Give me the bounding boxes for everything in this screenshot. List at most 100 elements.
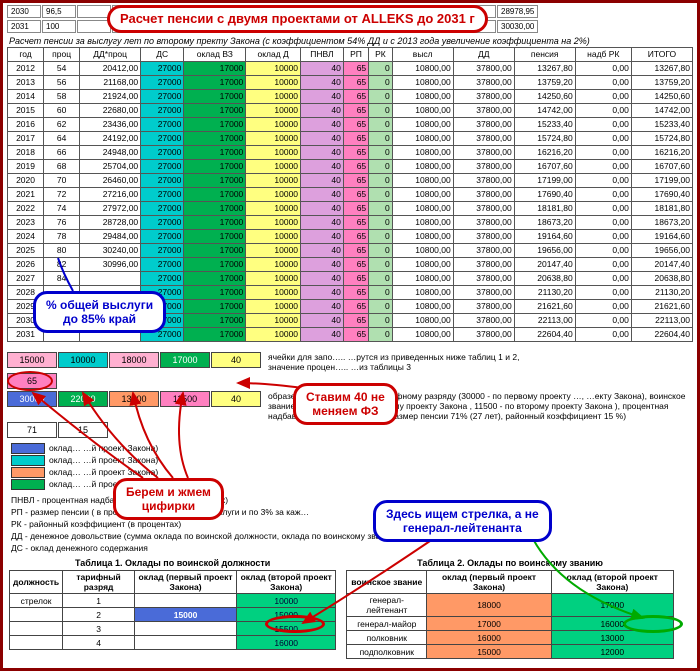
table-cell: 0,00 bbox=[575, 202, 631, 216]
table-cell[interactable] bbox=[135, 622, 237, 636]
legend-row: оклад… …й проект Закона) bbox=[11, 442, 689, 454]
table-cell: 0,00 bbox=[575, 258, 631, 272]
table-cell: 20147,40 bbox=[631, 258, 692, 272]
input-cell[interactable]: 18000 bbox=[109, 352, 159, 368]
input-cell[interactable]: 10000 bbox=[58, 352, 108, 368]
table-cell: 40 bbox=[301, 216, 344, 230]
table-cell bbox=[80, 272, 141, 286]
table-cell[interactable]: 1 bbox=[63, 594, 135, 608]
table-cell: 17199,00 bbox=[514, 174, 575, 188]
table-cell: 0 bbox=[369, 188, 393, 202]
table-cell: 27000 bbox=[141, 160, 184, 174]
table-cell: 13759,20 bbox=[514, 76, 575, 90]
table-cell: 65 bbox=[343, 76, 368, 90]
input-cell[interactable]: 40 bbox=[211, 352, 261, 368]
table-cell: 0,00 bbox=[575, 146, 631, 160]
table-cell: 17000 bbox=[184, 314, 246, 328]
input-cell[interactable]: 15000 bbox=[7, 352, 57, 368]
table-cell: 0 bbox=[369, 230, 393, 244]
table-cell: 23436,00 bbox=[80, 118, 141, 132]
table-cell[interactable]: генерал-майор bbox=[347, 617, 427, 631]
table-cell: 68 bbox=[44, 160, 80, 174]
table-row: 20135621168,002700017000100004065010800,… bbox=[8, 76, 693, 90]
oval-input-15000 bbox=[7, 371, 53, 391]
table-cell: 20147,40 bbox=[514, 258, 575, 272]
table-cell: 13759,20 bbox=[631, 76, 692, 90]
table-cell: 18181,80 bbox=[514, 202, 575, 216]
table-cell: 10000 bbox=[246, 76, 301, 90]
table-cell[interactable]: 3 bbox=[63, 622, 135, 636]
table-cell: 30240,00 bbox=[80, 244, 141, 258]
table-cell[interactable]: полковник bbox=[347, 631, 427, 645]
table-cell[interactable]: 12000 bbox=[551, 645, 673, 659]
table-cell: 13267,80 bbox=[514, 62, 575, 76]
table-cell[interactable]: подполковник bbox=[347, 645, 427, 659]
table-cell: 65 bbox=[343, 104, 368, 118]
table-cell[interactable]: 4 bbox=[63, 636, 135, 650]
table-cell: 74 bbox=[44, 202, 80, 216]
table-cell[interactable]: 17000 bbox=[551, 594, 673, 617]
table-cell: 10800,00 bbox=[392, 104, 453, 118]
table-cell: 10000 bbox=[246, 300, 301, 314]
table-cell: 2012 bbox=[8, 62, 44, 76]
table-row: 20268230996,002700017000100004065010800,… bbox=[8, 258, 693, 272]
table-cell: 37800,00 bbox=[453, 118, 514, 132]
table-cell: 40 bbox=[301, 202, 344, 216]
table-cell[interactable] bbox=[10, 608, 63, 622]
table-cell[interactable]: стрелок bbox=[10, 594, 63, 608]
table-cell[interactable]: 16000 bbox=[427, 631, 552, 645]
table-cell: 0 bbox=[369, 62, 393, 76]
table-cell: 2018 bbox=[8, 146, 44, 160]
top-cell: 96,5 bbox=[42, 5, 76, 18]
table2: воинское званиеоклад (первый проект Зако… bbox=[346, 570, 673, 659]
col-header: ДД bbox=[453, 48, 514, 62]
table-cell[interactable] bbox=[10, 636, 63, 650]
table-cell[interactable]: 17000 bbox=[427, 617, 552, 631]
table-cell: 0 bbox=[369, 76, 393, 90]
table-cell: 20638,80 bbox=[631, 272, 692, 286]
table-cell: 2013 bbox=[8, 76, 44, 90]
legend-label: оклад… …й проект Закона) bbox=[49, 466, 158, 478]
table-cell: 37800,00 bbox=[453, 314, 514, 328]
table-cell: 65 bbox=[343, 90, 368, 104]
table-cell: 17690,40 bbox=[631, 188, 692, 202]
table-cell[interactable] bbox=[135, 594, 237, 608]
table-cell[interactable]: 18000 bbox=[427, 594, 552, 617]
page-container: 203096,50028978,95 20311000030030,00 Рас… bbox=[0, 0, 700, 671]
table-cell: 20412,00 bbox=[80, 62, 141, 76]
table-cell[interactable]: 15000 bbox=[427, 645, 552, 659]
table-cell: 17000 bbox=[184, 146, 246, 160]
col-header: пенсия bbox=[514, 48, 575, 62]
table-cell: 22113,00 bbox=[631, 314, 692, 328]
table-cell: 65 bbox=[343, 258, 368, 272]
table-cell: 65 bbox=[343, 118, 368, 132]
table-cell: 26460,00 bbox=[80, 174, 141, 188]
table-cell: 22680,00 bbox=[80, 104, 141, 118]
table-cell: 0,00 bbox=[575, 104, 631, 118]
input-cell: 22000 bbox=[58, 391, 108, 407]
col-header: ДС bbox=[141, 48, 184, 62]
table-cell[interactable]: 16000 bbox=[237, 636, 336, 650]
legend-label: оклад… …й проект Закона) bbox=[49, 442, 158, 454]
table-cell: 0,00 bbox=[575, 244, 631, 258]
col-header: воинское звание bbox=[347, 571, 427, 594]
table-cell: 27000 bbox=[141, 272, 184, 286]
table-cell: 15233,40 bbox=[631, 118, 692, 132]
table-row: генерал-лейтенант1800017000 bbox=[347, 594, 673, 617]
table-cell: 21130,20 bbox=[514, 286, 575, 300]
table-cell: 17000 bbox=[184, 174, 246, 188]
table-cell: 2025 bbox=[8, 244, 44, 258]
table-cell[interactable]: 10000 bbox=[237, 594, 336, 608]
table-cell[interactable] bbox=[10, 622, 63, 636]
table-cell: 10800,00 bbox=[392, 160, 453, 174]
table-cell[interactable]: генерал-лейтенант bbox=[347, 594, 427, 617]
table-cell[interactable]: 15000 bbox=[135, 608, 237, 622]
table-cell: 10000 bbox=[246, 272, 301, 286]
table-cell: 17000 bbox=[184, 62, 246, 76]
table-cell[interactable]: 2 bbox=[63, 608, 135, 622]
table-cell: 17000 bbox=[184, 104, 246, 118]
table-cell: 0,00 bbox=[575, 230, 631, 244]
table-cell[interactable] bbox=[135, 636, 237, 650]
input-cell[interactable]: 17000 bbox=[160, 352, 210, 368]
top-cell: 2031 bbox=[7, 20, 41, 33]
